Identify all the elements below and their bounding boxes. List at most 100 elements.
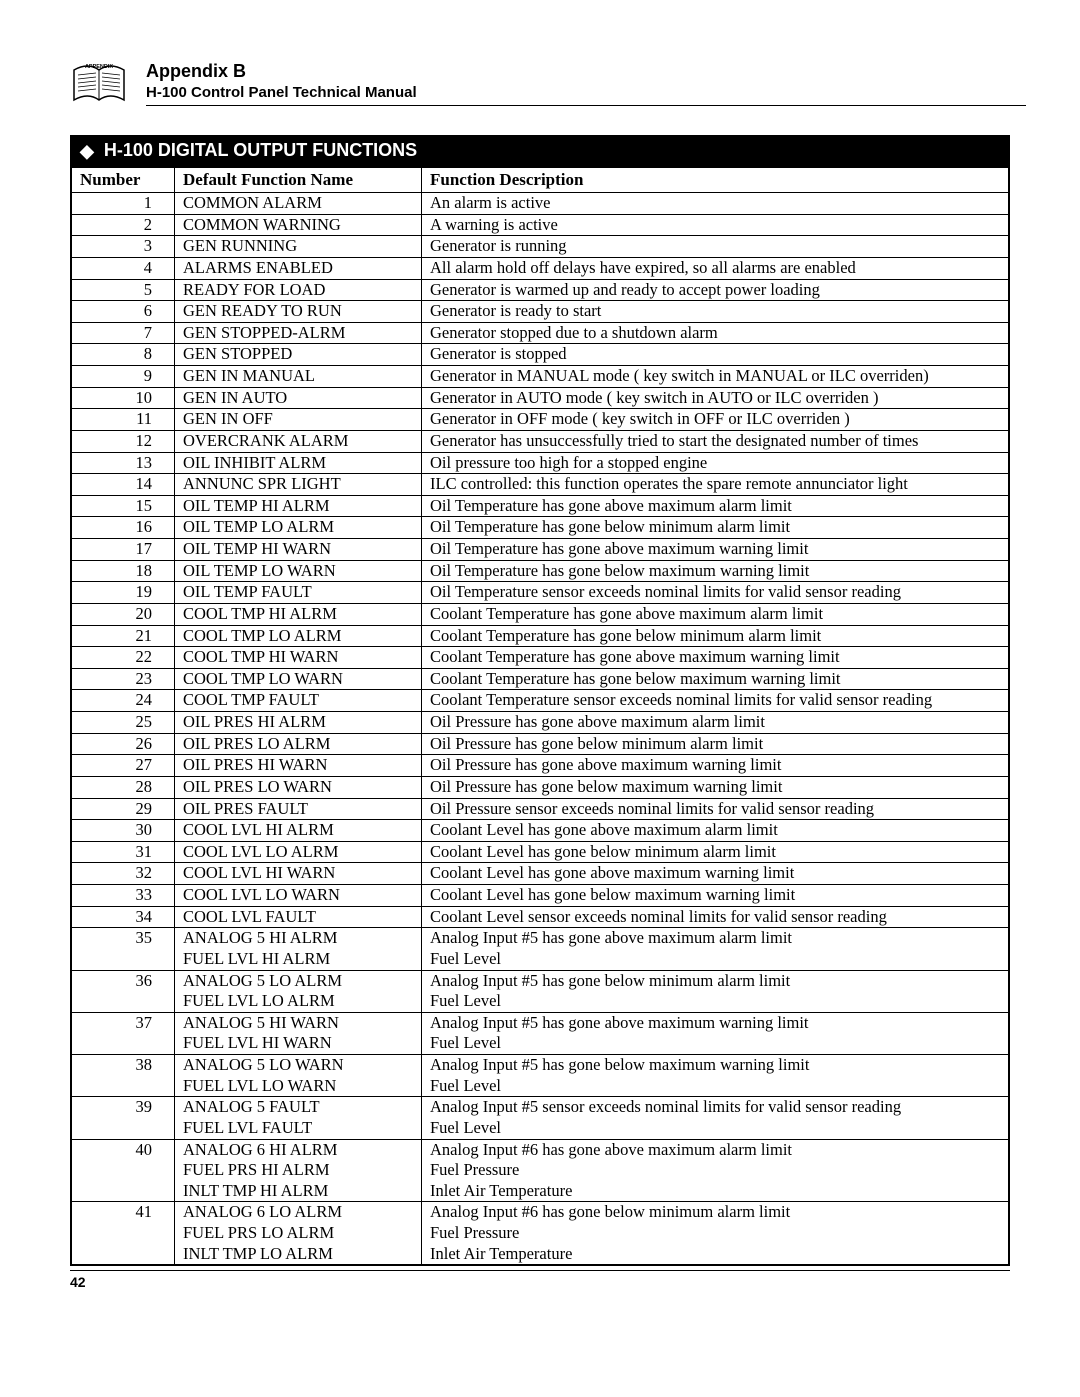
cell-number: 35 bbox=[71, 928, 175, 949]
table-row: FUEL LVL FAULTFuel Level bbox=[71, 1118, 1009, 1139]
cell-name: COOL LVL HI WARN bbox=[175, 863, 422, 885]
cell-description: Coolant Temperature has gone below minim… bbox=[422, 625, 1010, 647]
cell-name: READY FOR LOAD bbox=[175, 279, 422, 301]
cell-description: Generator in AUTO mode ( key switch in A… bbox=[422, 387, 1010, 409]
cell-number: 12 bbox=[71, 430, 175, 452]
table-row: 41ANALOG 6 LO ALRMAnalog Input #6 has go… bbox=[71, 1202, 1009, 1223]
table-row: FUEL PRS LO ALRMFuel Pressure bbox=[71, 1223, 1009, 1244]
table-row: FUEL LVL LO WARNFuel Level bbox=[71, 1076, 1009, 1097]
section-title-text: H-100 DIGITAL OUTPUT FUNCTIONS bbox=[104, 140, 417, 161]
cell-description: Coolant Level has gone below maximum war… bbox=[422, 885, 1010, 907]
cell-description: A warning is active bbox=[422, 214, 1010, 236]
header-text-block: Appendix B H-100 Control Panel Technical… bbox=[146, 61, 1026, 106]
table-row: 20COOL TMP HI ALRMCoolant Temperature ha… bbox=[71, 603, 1009, 625]
cell-description: Inlet Air Temperature bbox=[422, 1244, 1010, 1266]
cell-number: 6 bbox=[71, 301, 175, 323]
cell-name: COOL TMP HI WARN bbox=[175, 647, 422, 669]
table-row: 14ANNUNC SPR LIGHTILC controlled: this f… bbox=[71, 474, 1009, 496]
table-row: 9GEN IN MANUALGenerator in MANUAL mode (… bbox=[71, 366, 1009, 388]
table-row: FUEL LVL LO ALRMFuel Level bbox=[71, 991, 1009, 1012]
cell-name: COMMON WARNING bbox=[175, 214, 422, 236]
table-row: 16OIL TEMP LO ALRMOil Temperature has go… bbox=[71, 517, 1009, 539]
table-row: 13OIL INHIBIT ALRMOil pressure too high … bbox=[71, 452, 1009, 474]
cell-number: 15 bbox=[71, 495, 175, 517]
cell-number: 1 bbox=[71, 193, 175, 215]
cell-number bbox=[71, 1181, 175, 1202]
cell-name: GEN STOPPED bbox=[175, 344, 422, 366]
cell-number: 23 bbox=[71, 668, 175, 690]
cell-name: OIL PRES HI WARN bbox=[175, 755, 422, 777]
cell-name: INLT TMP HI ALRM bbox=[175, 1181, 422, 1202]
cell-number: 24 bbox=[71, 690, 175, 712]
cell-name: ANALOG 5 LO ALRM bbox=[175, 970, 422, 991]
cell-description: ILC controlled: this function operates t… bbox=[422, 474, 1010, 496]
table-row: 11GEN IN OFFGenerator in OFF mode ( key … bbox=[71, 409, 1009, 431]
cell-number: 27 bbox=[71, 755, 175, 777]
table-row: 2COMMON WARNINGA warning is active bbox=[71, 214, 1009, 236]
cell-name: ANALOG 6 HI ALRM bbox=[175, 1139, 422, 1160]
cell-number bbox=[71, 991, 175, 1012]
table-row: 26OIL PRES LO ALRMOil Pressure has gone … bbox=[71, 733, 1009, 755]
cell-name: ANNUNC SPR LIGHT bbox=[175, 474, 422, 496]
col-description: Function Description bbox=[422, 167, 1010, 193]
cell-name: ANALOG 5 HI ALRM bbox=[175, 928, 422, 949]
cell-name: COMMON ALARM bbox=[175, 193, 422, 215]
table-row: INLT TMP HI ALRMInlet Air Temperature bbox=[71, 1181, 1009, 1202]
cell-name: COOL TMP FAULT bbox=[175, 690, 422, 712]
cell-name: ANALOG 5 FAULT bbox=[175, 1097, 422, 1118]
cell-name: COOL LVL HI ALRM bbox=[175, 820, 422, 842]
cell-number: 31 bbox=[71, 841, 175, 863]
table-row: FUEL PRS HI ALRMFuel Pressure bbox=[71, 1160, 1009, 1181]
cell-name: FUEL LVL LO ALRM bbox=[175, 991, 422, 1012]
cell-description: Coolant Level has gone below minimum ala… bbox=[422, 841, 1010, 863]
functions-table: Number Default Function Name Function De… bbox=[70, 166, 1010, 1266]
cell-name: GEN STOPPED-ALRM bbox=[175, 322, 422, 344]
cell-name: FUEL LVL HI WARN bbox=[175, 1033, 422, 1054]
table-row: 4ALARMS ENABLEDAll alarm hold off delays… bbox=[71, 257, 1009, 279]
cell-name: ANALOG 5 LO WARN bbox=[175, 1055, 422, 1076]
cell-description: Generator is warmed up and ready to acce… bbox=[422, 279, 1010, 301]
cell-name: INLT TMP LO ALRM bbox=[175, 1244, 422, 1266]
cell-name: COOL LVL FAULT bbox=[175, 906, 422, 928]
table-row: 7GEN STOPPED-ALRMGenerator stopped due t… bbox=[71, 322, 1009, 344]
cell-number: 32 bbox=[71, 863, 175, 885]
cell-description: Oil Pressure has gone above maximum alar… bbox=[422, 712, 1010, 734]
cell-name: ANALOG 6 LO ALRM bbox=[175, 1202, 422, 1223]
cell-number: 21 bbox=[71, 625, 175, 647]
cell-number: 11 bbox=[71, 409, 175, 431]
cell-name: OIL TEMP HI WARN bbox=[175, 539, 422, 561]
cell-number: 30 bbox=[71, 820, 175, 842]
cell-description: Oil Pressure has gone below maximum warn… bbox=[422, 776, 1010, 798]
page: APPENDIX Appendix B H-100 Control Panel … bbox=[0, 0, 1080, 1330]
cell-name: GEN IN MANUAL bbox=[175, 366, 422, 388]
table-row: 39ANALOG 5 FAULTAnalog Input #5 sensor e… bbox=[71, 1097, 1009, 1118]
table-row: 38ANALOG 5 LO WARNAnalog Input #5 has go… bbox=[71, 1055, 1009, 1076]
table-row: 23COOL TMP LO WARNCoolant Temperature ha… bbox=[71, 668, 1009, 690]
cell-number: 19 bbox=[71, 582, 175, 604]
cell-number: 14 bbox=[71, 474, 175, 496]
cell-description: All alarm hold off delays have expired, … bbox=[422, 257, 1010, 279]
cell-name: OIL TEMP FAULT bbox=[175, 582, 422, 604]
cell-description: Fuel Level bbox=[422, 991, 1010, 1012]
cell-description: Analog Input #6 has gone below minimum a… bbox=[422, 1202, 1010, 1223]
cell-description: Fuel Pressure bbox=[422, 1160, 1010, 1181]
page-header: APPENDIX Appendix B H-100 Control Panel … bbox=[70, 60, 1010, 107]
col-default-name: Default Function Name bbox=[175, 167, 422, 193]
table-row: 5READY FOR LOADGenerator is warmed up an… bbox=[71, 279, 1009, 301]
cell-name: OIL PRES LO ALRM bbox=[175, 733, 422, 755]
cell-description: Analog Input #5 sensor exceeds nominal l… bbox=[422, 1097, 1010, 1118]
cell-number: 18 bbox=[71, 560, 175, 582]
table-row: 32COOL LVL HI WARNCoolant Level has gone… bbox=[71, 863, 1009, 885]
section-title-bar: ◆ H-100 DIGITAL OUTPUT FUNCTIONS bbox=[70, 135, 1010, 166]
table-row: 21COOL TMP LO ALRMCoolant Temperature ha… bbox=[71, 625, 1009, 647]
table-row: 17OIL TEMP HI WARNOil Temperature has go… bbox=[71, 539, 1009, 561]
cell-description: Fuel Level bbox=[422, 949, 1010, 970]
cell-name: OVERCRANK ALARM bbox=[175, 430, 422, 452]
cell-description: Oil Pressure has gone below minimum alar… bbox=[422, 733, 1010, 755]
cell-number: 8 bbox=[71, 344, 175, 366]
cell-number: 7 bbox=[71, 322, 175, 344]
cell-description: Analog Input #5 has gone below maximum w… bbox=[422, 1055, 1010, 1076]
manual-title: H-100 Control Panel Technical Manual bbox=[146, 84, 1026, 106]
cell-name: OIL TEMP LO WARN bbox=[175, 560, 422, 582]
cell-number: 22 bbox=[71, 647, 175, 669]
